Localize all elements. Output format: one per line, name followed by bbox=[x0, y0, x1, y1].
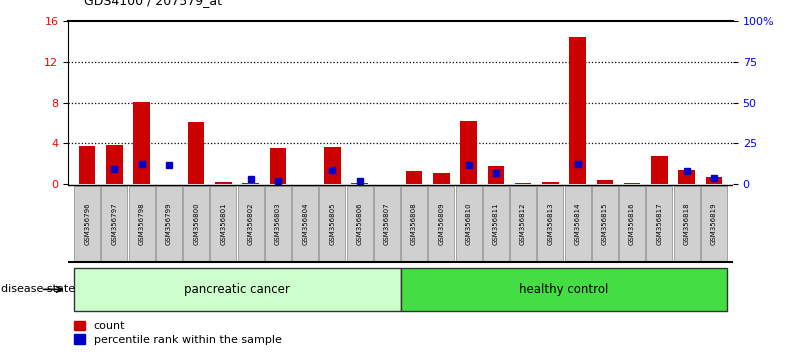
Bar bbox=[129, 185, 155, 262]
Bar bbox=[401, 185, 427, 262]
Bar bbox=[565, 185, 590, 262]
Bar bbox=[456, 185, 481, 262]
Text: GSM356805: GSM356805 bbox=[329, 202, 336, 245]
Text: GSM356814: GSM356814 bbox=[574, 202, 581, 245]
Text: disease state: disease state bbox=[1, 284, 75, 295]
Text: GSM356796: GSM356796 bbox=[84, 202, 91, 245]
Text: GSM356807: GSM356807 bbox=[384, 202, 390, 245]
Bar bbox=[674, 185, 700, 262]
Bar bbox=[429, 185, 454, 262]
Bar bbox=[592, 185, 618, 262]
Bar bbox=[183, 185, 209, 262]
Text: GSM356813: GSM356813 bbox=[547, 202, 553, 245]
Bar bbox=[537, 185, 563, 262]
Text: pancreatic cancer: pancreatic cancer bbox=[184, 283, 290, 296]
Bar bbox=[352, 183, 368, 184]
Bar bbox=[651, 156, 667, 184]
Text: GSM356811: GSM356811 bbox=[493, 202, 499, 245]
Bar bbox=[515, 183, 531, 184]
Bar bbox=[701, 185, 727, 262]
Text: GDS4100 / 207579_at: GDS4100 / 207579_at bbox=[84, 0, 222, 7]
Bar bbox=[211, 185, 236, 262]
Text: GSM356799: GSM356799 bbox=[166, 202, 172, 245]
Text: GSM356801: GSM356801 bbox=[220, 202, 227, 245]
Bar bbox=[156, 185, 182, 262]
Bar bbox=[400, 268, 727, 311]
Text: GSM356802: GSM356802 bbox=[248, 202, 254, 245]
Text: GSM356804: GSM356804 bbox=[302, 202, 308, 245]
Bar bbox=[483, 185, 509, 262]
Bar bbox=[510, 185, 536, 262]
Bar bbox=[292, 185, 318, 262]
Text: GSM356819: GSM356819 bbox=[710, 202, 717, 245]
Text: GSM356812: GSM356812 bbox=[520, 202, 526, 245]
Bar bbox=[265, 185, 291, 262]
Text: GSM356808: GSM356808 bbox=[411, 202, 417, 245]
Bar bbox=[406, 171, 422, 184]
Bar bbox=[542, 182, 558, 184]
Text: GSM356817: GSM356817 bbox=[656, 202, 662, 245]
Bar bbox=[570, 36, 586, 184]
Bar bbox=[101, 185, 127, 262]
Bar bbox=[347, 185, 372, 262]
Text: GSM356809: GSM356809 bbox=[438, 202, 445, 245]
Text: GSM356803: GSM356803 bbox=[275, 202, 281, 245]
Text: GSM356810: GSM356810 bbox=[465, 202, 472, 245]
Bar bbox=[488, 166, 504, 184]
Bar bbox=[320, 185, 345, 262]
Bar bbox=[74, 185, 100, 262]
Text: GSM356798: GSM356798 bbox=[139, 202, 145, 245]
Bar bbox=[324, 147, 340, 184]
Bar bbox=[270, 148, 286, 184]
Bar bbox=[678, 170, 694, 184]
Bar bbox=[238, 185, 264, 262]
Bar bbox=[134, 102, 150, 184]
Bar bbox=[461, 121, 477, 184]
Legend: count, percentile rank within the sample: count, percentile rank within the sample bbox=[74, 321, 281, 345]
Bar bbox=[188, 122, 204, 184]
Bar bbox=[646, 185, 672, 262]
Text: GSM356815: GSM356815 bbox=[602, 202, 608, 245]
Text: GSM356818: GSM356818 bbox=[683, 202, 690, 245]
Bar bbox=[706, 177, 722, 184]
Bar bbox=[433, 173, 449, 184]
Bar bbox=[374, 185, 400, 262]
Text: GSM356806: GSM356806 bbox=[356, 202, 363, 245]
Bar bbox=[597, 180, 613, 184]
Bar bbox=[79, 147, 95, 184]
Bar bbox=[74, 268, 401, 311]
Text: healthy control: healthy control bbox=[519, 283, 609, 296]
Text: GSM356816: GSM356816 bbox=[629, 202, 635, 245]
Bar bbox=[243, 183, 259, 184]
Bar bbox=[215, 182, 231, 184]
Text: GSM356800: GSM356800 bbox=[193, 202, 199, 245]
Bar bbox=[107, 145, 123, 184]
Bar bbox=[624, 183, 640, 184]
Text: GSM356797: GSM356797 bbox=[111, 202, 118, 245]
Bar bbox=[619, 185, 645, 262]
